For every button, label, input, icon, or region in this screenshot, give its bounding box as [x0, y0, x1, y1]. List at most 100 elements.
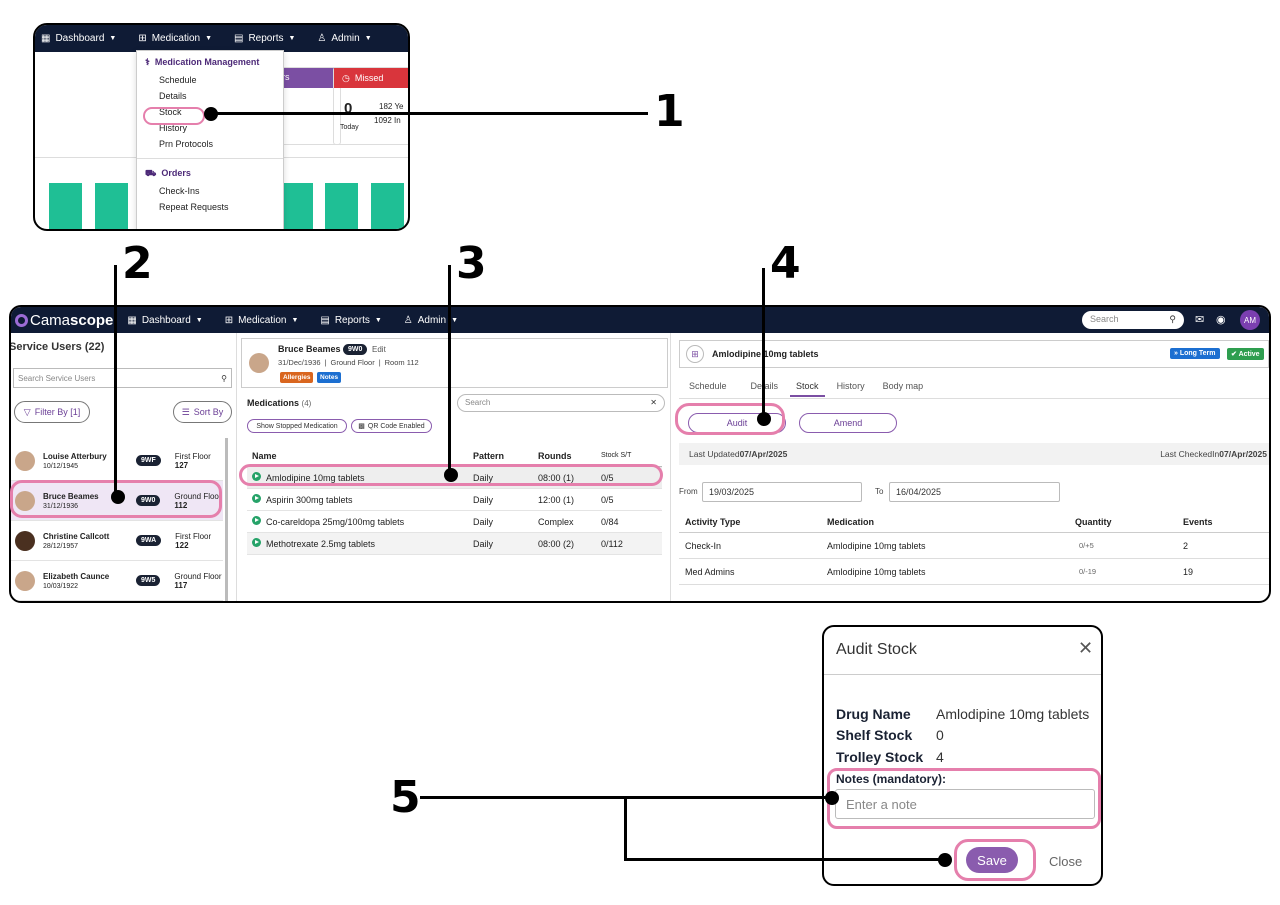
tab-schedule[interactable]: Schedule [689, 381, 727, 391]
patient-name: Bruce Beames [278, 344, 341, 354]
callout-3-number: 3 [456, 238, 487, 289]
tab-stock[interactable]: Stock [790, 377, 825, 397]
tab-body-map[interactable]: Body map [882, 381, 924, 391]
main-panel-frame: Cama scope ▦ Dashboard ▼ ⊞ Medication ▼ ▤ Repo… [9, 305, 1271, 603]
callout-1-dot [204, 107, 218, 121]
activity-type: Med Admins [685, 566, 735, 577]
top-panel-frame: ▦ Dashboard ▼ ⊞ Medication ▼ ▤ Reports ▼ ♙ Admi… [33, 23, 410, 231]
edit-link[interactable]: Edit [372, 345, 386, 354]
clear-icon[interactable]: ✕ [650, 398, 657, 407]
table-row[interactable]: Co-careldopa 25mg/100mg tablets Daily Co… [247, 511, 662, 533]
callout-3-line [448, 265, 451, 475]
scrollbar[interactable] [225, 438, 228, 601]
chart-bar [325, 183, 358, 229]
nav-reports[interactable]: ▤ Reports ▼ [234, 33, 295, 44]
dashboard-icon: ▦ [127, 314, 137, 326]
medications-title-text: Medications [247, 398, 300, 408]
mail-icon[interactable]: ✉ [1195, 314, 1205, 326]
nav-medication[interactable]: ⊞ Medication ▼ [225, 315, 299, 326]
column-header: Name [252, 450, 277, 461]
user-room: 117 [174, 580, 188, 590]
chevron-down-icon: ▼ [288, 35, 296, 42]
missed-card: ◷ Missed 0 Today 182 Ye 1092 In [333, 67, 408, 145]
nav-medication[interactable]: ⊞ Medication ▼ [138, 33, 212, 44]
separator: | [324, 358, 327, 367]
service-user-row[interactable]: Louise Atterbury 10/12/1945 9WF First Flo… [11, 441, 223, 481]
amend-button[interactable]: Amend [799, 413, 897, 433]
stock-highlight [143, 107, 205, 125]
search-placeholder: Search [465, 398, 491, 407]
from-label: From [679, 487, 698, 496]
service-user-list: Louise Atterbury 10/12/1945 9WF First Flo… [11, 441, 223, 601]
nav-reports[interactable]: ▤ Reports ▼ [320, 315, 381, 326]
stat-label: Ye [394, 102, 404, 111]
missed-today: Today [340, 124, 359, 131]
menu-item-schedule[interactable]: Schedule [159, 75, 197, 85]
table-row[interactable]: Med Admins Amlodipine 10mg tablets 0/-19… [679, 559, 1269, 585]
menu-item-history[interactable]: History [159, 123, 188, 133]
stat-value: 1092 [374, 116, 392, 125]
global-search-input[interactable]: Search ⚲ [1082, 311, 1184, 329]
chart-bar [49, 183, 82, 229]
close-button[interactable]: Close [1049, 854, 1083, 869]
user-code-badge: 9WF [136, 455, 161, 466]
menu-item-check-ins[interactable]: Check-Ins [159, 186, 200, 196]
notes-tag[interactable]: Notes [317, 372, 342, 383]
med-rounds: 12:00 (1) [538, 494, 575, 505]
filter-button[interactable]: ▽ Filter By [1] [14, 401, 90, 423]
service-user-row[interactable]: Elizabeth Caunce 10/03/1922 9W5 Ground Fl… [11, 561, 223, 601]
nav-label: Reports [248, 33, 284, 44]
chevron-down-icon: ▼ [364, 35, 372, 42]
divider [824, 674, 1101, 675]
table-row[interactable]: Aspirin 300mg tablets Daily 12:00 (1) 0/… [247, 489, 662, 511]
callout-1-line [212, 112, 648, 115]
service-user-row[interactable]: Christine Callcott 28/12/1957 9WA First F… [11, 521, 223, 561]
nav-dashboard[interactable]: ▦ Dashboard ▼ [41, 33, 116, 44]
table-row[interactable]: Methotrexate 2.5mg tablets Daily 08:00 (… [247, 533, 662, 555]
to-date-input[interactable]: 16/04/2025 [889, 482, 1060, 502]
chevron-down-icon: ▼ [451, 316, 459, 324]
user-name: Bruce Beames [43, 491, 99, 501]
reports-icon: ▤ [234, 33, 244, 44]
menu-item-repeat-requests[interactable]: Repeat Requests [159, 202, 229, 212]
user-code-badge: 9WA [136, 535, 162, 546]
service-users-search[interactable]: Search Service Users ⚲ [13, 368, 232, 388]
sort-button[interactable]: ☰ Sort By [173, 401, 232, 423]
med-name: Co-careldopa 25mg/100mg tablets [266, 517, 405, 527]
nav-admin[interactable]: ♙ Admin ▼ [317, 33, 371, 44]
drug-title: Amlodipine 10mg tablets [712, 349, 819, 359]
brand-logo[interactable]: Cama scope [15, 312, 113, 329]
table-row[interactable]: Check-In Amlodipine 10mg tablets 0/+5 2 [679, 533, 1269, 559]
tab-history[interactable]: History [836, 381, 865, 391]
medication-search-input[interactable]: Search ✕ [457, 394, 665, 412]
last-updated-value: 07/Apr/2025 [739, 449, 788, 459]
allergies-tag[interactable]: Allergies [280, 372, 314, 383]
user-dob: 10/03/1922 [43, 582, 79, 590]
med-pattern: Daily [473, 516, 494, 527]
eye-icon[interactable]: ◉ [1216, 314, 1226, 326]
menu-header-label: Medication Management [154, 57, 260, 67]
service-user-row-selected[interactable]: Bruce Beames 31/12/1936 9W0 Ground Floor 1… [11, 481, 223, 521]
from-date-input[interactable]: 19/03/2025 [702, 482, 862, 502]
nav-admin[interactable]: ♙ Admin ▼ [404, 315, 458, 326]
menu-item-details[interactable]: Details [159, 91, 187, 101]
menu-item-prn-protocols[interactable]: Prn Protocols [159, 139, 214, 149]
menu-item-stock[interactable]: Stock [159, 107, 182, 117]
column-header: Pattern [473, 450, 505, 461]
patient-dob: 31/Dec/1936 [278, 358, 321, 367]
med-stock: 0/5 [601, 472, 614, 483]
amlodipine-row-highlight [239, 464, 663, 486]
save-button[interactable]: Save [966, 847, 1018, 873]
close-icon[interactable]: ✕ [1078, 638, 1094, 658]
main-nav-bar: Cama scope ▦ Dashboard ▼ ⊞ Medication ▼ ▤ Repo… [11, 307, 1269, 333]
callout-4-dot [757, 412, 771, 426]
chart-bar [371, 183, 404, 229]
notes-input[interactable]: Enter a note [835, 789, 1095, 819]
med-pattern: Daily [473, 494, 494, 505]
qr-code-button[interactable]: ▩ QR Code Enabled [351, 419, 432, 433]
show-stopped-button[interactable]: Show Stopped Medication [247, 419, 347, 433]
user-avatar[interactable]: AM [1240, 310, 1260, 330]
shelf-stock-label: Shelf Stock [836, 727, 913, 743]
nav-dashboard[interactable]: ▦ Dashboard ▼ [127, 315, 202, 326]
chevron-down-icon: ▼ [195, 316, 203, 324]
